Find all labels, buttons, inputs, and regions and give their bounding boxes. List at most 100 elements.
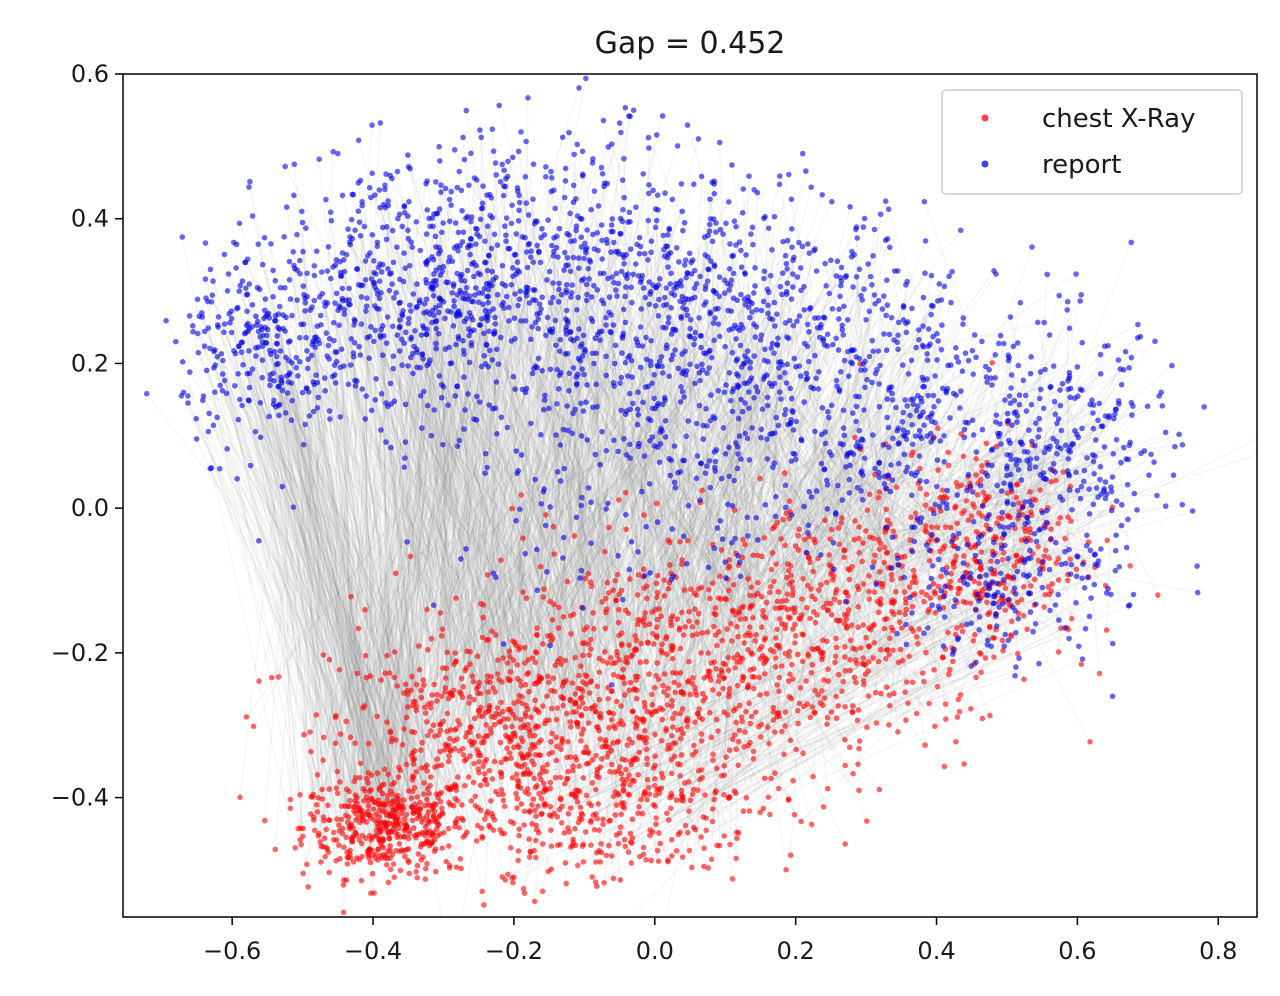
data-point-chest-x-ray — [725, 667, 732, 674]
data-point-chest-x-ray — [343, 786, 350, 793]
data-point-chest-x-ray — [650, 631, 656, 637]
connector-line — [407, 323, 530, 692]
data-point-chest-x-ray — [919, 670, 926, 676]
connector-line — [391, 178, 508, 749]
data-point-chest-x-ray — [604, 580, 611, 586]
connector-line — [441, 151, 584, 815]
data-point-chest-x-ray — [451, 687, 457, 694]
connector-line — [571, 292, 808, 705]
data-point-chest-x-ray — [707, 709, 713, 716]
connector-line — [710, 394, 823, 692]
connector-line — [313, 265, 415, 765]
connector-line — [201, 312, 381, 840]
data-point-chest-x-ray — [852, 518, 858, 524]
data-point-chest-x-ray — [519, 738, 526, 745]
connector-line — [424, 311, 491, 708]
data-point-chest-x-ray — [678, 689, 684, 696]
connector-line — [541, 228, 577, 791]
connector-line — [482, 300, 537, 618]
data-point-chest-x-ray — [354, 832, 360, 839]
data-point-chest-x-ray — [679, 557, 685, 563]
data-point-chest-x-ray — [708, 734, 715, 741]
data-point-chest-x-ray — [545, 673, 551, 680]
connector-line — [285, 412, 385, 807]
data-point-chest-x-ray — [722, 661, 728, 668]
data-point-chest-x-ray — [374, 713, 381, 720]
data-point-chest-x-ray — [471, 739, 478, 745]
data-point-chest-x-ray — [610, 875, 617, 882]
connector-line — [334, 351, 364, 817]
data-point-chest-x-ray — [652, 776, 658, 782]
connector-line — [610, 252, 617, 601]
data-point-chest-x-ray — [1031, 576, 1038, 583]
connector-line — [361, 388, 382, 833]
connector-line — [336, 336, 371, 794]
data-point-chest-x-ray — [1048, 479, 1055, 485]
data-point-chest-x-ray — [1027, 525, 1033, 532]
data-point-chest-x-ray — [374, 770, 381, 776]
connector-line — [233, 242, 340, 826]
connector-line — [339, 416, 368, 798]
data-point-chest-x-ray — [445, 843, 452, 849]
data-point-chest-x-ray — [674, 616, 681, 622]
data-point-chest-x-ray — [864, 507, 871, 513]
data-point-chest-x-ray — [618, 642, 625, 649]
data-point-chest-x-ray — [326, 656, 333, 663]
data-point-chest-x-ray — [947, 666, 953, 673]
data-point-chest-x-ray — [572, 754, 579, 760]
data-point-chest-x-ray — [559, 735, 565, 742]
data-point-chest-x-ray — [363, 794, 370, 800]
connector-line — [351, 194, 458, 787]
data-point-chest-x-ray — [340, 909, 347, 916]
data-point-chest-x-ray — [899, 657, 906, 664]
connector-line — [304, 302, 401, 852]
data-point-chest-x-ray — [341, 844, 347, 851]
connector-line — [257, 346, 355, 863]
connector-line — [830, 299, 943, 713]
data-point-chest-x-ray — [787, 615, 793, 621]
connector-line — [317, 397, 380, 789]
data-point-chest-x-ray — [652, 753, 658, 759]
data-point-chest-x-ray — [323, 826, 330, 833]
connector-line — [801, 331, 810, 635]
data-point-chest-x-ray — [524, 786, 531, 792]
data-point-chest-x-ray — [792, 621, 798, 628]
data-point-chest-x-ray — [365, 740, 372, 747]
connector-line — [289, 326, 318, 809]
data-point-chest-x-ray — [810, 773, 816, 780]
data-point-chest-x-ray — [417, 805, 424, 812]
data-point-chest-x-ray — [385, 848, 391, 854]
data-point-chest-x-ray — [389, 804, 395, 810]
connector-line — [504, 225, 746, 620]
data-point-chest-x-ray — [304, 861, 310, 868]
data-point-chest-x-ray — [287, 796, 294, 803]
data-point-chest-x-ray — [742, 541, 748, 548]
connector-line — [1057, 563, 1067, 653]
data-point-chest-x-ray — [658, 770, 665, 777]
connector-line — [598, 433, 771, 659]
data-point-chest-x-ray — [659, 641, 665, 648]
data-point-chest-x-ray — [498, 699, 504, 706]
data-point-chest-x-ray — [881, 559, 887, 566]
data-point-chest-x-ray — [297, 792, 303, 798]
data-point-chest-x-ray — [978, 549, 985, 555]
data-point-chest-x-ray — [552, 774, 559, 781]
data-point-chest-x-ray — [343, 877, 350, 883]
data-point-chest-x-ray — [875, 536, 882, 543]
data-point-chest-x-ray — [903, 606, 910, 613]
data-point-chest-x-ray — [444, 710, 451, 717]
data-point-chest-x-ray — [352, 792, 359, 798]
connector-line — [261, 360, 384, 804]
connector-line — [486, 240, 603, 682]
data-point-chest-x-ray — [685, 537, 691, 544]
connector-line — [469, 454, 597, 742]
connector-line — [791, 442, 900, 596]
data-point-chest-x-ray — [677, 773, 683, 779]
connector-line — [380, 429, 627, 659]
data-point-chest-x-ray — [889, 576, 895, 583]
connector-line — [547, 219, 766, 659]
data-point-chest-x-ray — [633, 695, 640, 702]
connector-line — [766, 289, 829, 789]
data-point-chest-x-ray — [986, 609, 993, 616]
connector-line — [709, 224, 729, 569]
